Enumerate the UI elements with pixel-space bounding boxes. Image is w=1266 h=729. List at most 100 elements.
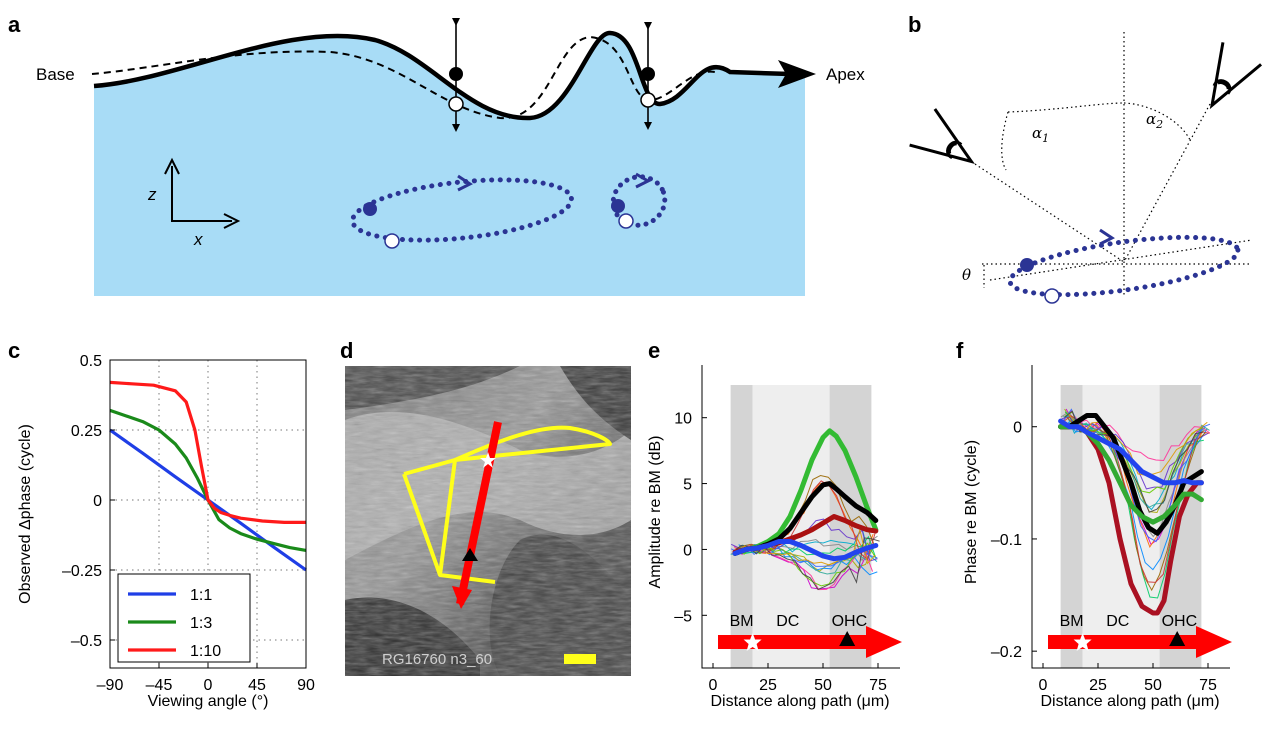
chart-f-xlabel: Distance along path (μm) bbox=[1040, 693, 1219, 710]
region-label: DC bbox=[776, 613, 799, 630]
chart-e-axes bbox=[701, 365, 900, 669]
point-open-2 bbox=[640, 92, 656, 108]
panel-label-f: f bbox=[956, 338, 964, 363]
x-tick-label: 50 bbox=[814, 677, 832, 694]
path-arrow-head-icon bbox=[1196, 626, 1232, 658]
orbit-b bbox=[1007, 234, 1241, 298]
chart-e-path-arrow: BM DC OHC bbox=[718, 613, 902, 658]
apex-label: Apex bbox=[826, 65, 865, 84]
chart-f-ylabel: Phase re BM (cycle) bbox=[963, 440, 980, 584]
y-tick-label: –0.1 bbox=[991, 532, 1022, 549]
eye-icon-right bbox=[1209, 42, 1263, 110]
fluid-region bbox=[94, 32, 805, 296]
panel-f: f BM DC OHC 0 25 50 75 0 –0.1 –0.2 Distance alon… bbox=[956, 338, 1232, 710]
alpha2-arc bbox=[1123, 102, 1191, 141]
region-label: OHC bbox=[1162, 613, 1198, 630]
orbit-axis-line bbox=[989, 239, 1253, 281]
x-tick-label: –90 bbox=[97, 677, 124, 694]
y-tick-label: –0.2 bbox=[991, 644, 1022, 661]
bm-star-icon bbox=[480, 452, 496, 468]
orbit-small-direction-icon bbox=[635, 172, 652, 189]
x-tick-label: 90 bbox=[297, 677, 315, 694]
panel-a: a Base Apex z x bbox=[8, 12, 865, 296]
panel-label-d: d bbox=[340, 338, 353, 363]
thin-trace bbox=[1063, 416, 1210, 509]
thin-trace bbox=[736, 542, 876, 587]
sightline-2 bbox=[1123, 103, 1211, 263]
chart-f-series bbox=[1058, 413, 1204, 616]
theta-label: θ bbox=[962, 266, 971, 284]
x-tick-label: 45 bbox=[248, 677, 266, 694]
panel-d: d RG bbox=[340, 338, 631, 676]
thin-trace bbox=[1068, 413, 1208, 476]
series-line-3 bbox=[1058, 418, 1204, 486]
bm-star-icon bbox=[743, 633, 762, 651]
chart-e-series bbox=[732, 428, 879, 562]
apex-arrow-icon bbox=[778, 60, 816, 88]
alpha1-arc-end bbox=[1001, 111, 1009, 171]
chart-c-xlabel: Viewing angle (°) bbox=[148, 693, 269, 710]
panel-c: c –90 –45 0 45 90 0.5 0.25 0 –0.25 –0.5 Viewing a… bbox=[8, 338, 315, 710]
panel-b: b α1 α2 θ bbox=[908, 12, 1263, 304]
x-tick-label: 0 bbox=[1039, 677, 1048, 694]
y-tick-label: 0 bbox=[683, 542, 692, 559]
legend-label: 1:3 bbox=[190, 615, 212, 632]
panel-label-c: c bbox=[8, 338, 20, 363]
chart-f-axes bbox=[1031, 365, 1230, 669]
chart-c-legend: 1:1 1:3 1:10 bbox=[117, 573, 251, 663]
y-tick-label: –0.25 bbox=[62, 563, 102, 580]
y-tick-label: 0 bbox=[93, 493, 102, 510]
chart-f-path-arrow: BM DC OHC bbox=[1048, 613, 1232, 658]
x-tick-label: 75 bbox=[1199, 677, 1217, 694]
ohc-triangle-icon bbox=[839, 631, 856, 646]
panel-label-a: a bbox=[8, 12, 21, 37]
chart-f-ticks: 0 25 50 75 0 –0.1 –0.2 bbox=[991, 420, 1217, 694]
panel-label-b: b bbox=[908, 12, 921, 37]
x-tick-label: 0 bbox=[204, 677, 213, 694]
panel-label-e: e bbox=[648, 338, 660, 363]
point-filled-1 bbox=[449, 67, 463, 81]
point-filled-2 bbox=[641, 67, 655, 81]
orbit-b-point-open bbox=[1044, 288, 1060, 304]
chart-e-ylabel: Amplitude re BM (dB) bbox=[647, 436, 664, 589]
axis-z-label: z bbox=[147, 185, 157, 204]
legend-label: 1:1 bbox=[190, 587, 212, 604]
x-tick-label: 25 bbox=[759, 677, 777, 694]
micrograph-caption: RG16760 n3_60 bbox=[382, 651, 492, 668]
chart-c-ylabel: Observed Δphase (cycle) bbox=[17, 424, 34, 604]
measurement-path-arrow-icon bbox=[452, 586, 472, 609]
y-tick-label: 10 bbox=[674, 411, 692, 428]
y-tick-label: 5 bbox=[683, 477, 692, 494]
orbit-large-direction-icon bbox=[457, 174, 473, 192]
region-label: BM bbox=[1060, 613, 1084, 630]
thin-trace bbox=[731, 535, 878, 562]
series-line-1-3 bbox=[109, 408, 307, 552]
thin-trace bbox=[1063, 410, 1211, 462]
orbit-large-point-filled bbox=[363, 202, 377, 216]
base-label: Base bbox=[36, 65, 75, 84]
ohc-triangle-icon bbox=[1169, 631, 1186, 646]
orbit-small-point-filled bbox=[611, 199, 625, 213]
scale-bar bbox=[564, 654, 596, 664]
y-tick-label: –5 bbox=[674, 608, 692, 625]
alpha1-label: α1 bbox=[1032, 124, 1049, 145]
region-band bbox=[1060, 385, 1083, 668]
measurement-path bbox=[456, 421, 502, 605]
region-label: OHC bbox=[832, 613, 868, 630]
chart-c-lines bbox=[109, 380, 307, 572]
x-tick-label: 0 bbox=[709, 677, 718, 694]
y-tick-label: 0.25 bbox=[71, 423, 102, 440]
micrograph-image bbox=[345, 366, 631, 676]
x-tick-label: 25 bbox=[1089, 677, 1107, 694]
axis-x-label: x bbox=[193, 230, 203, 249]
x-tick-label: –45 bbox=[146, 677, 173, 694]
orbit-b-point-filled bbox=[1020, 258, 1034, 272]
chart-c-grid bbox=[110, 360, 306, 668]
chart-e-xlabel: Distance along path (μm) bbox=[710, 693, 889, 710]
thin-trace bbox=[732, 537, 880, 591]
sightline-1 bbox=[974, 163, 1125, 263]
point-open-1 bbox=[448, 96, 464, 112]
